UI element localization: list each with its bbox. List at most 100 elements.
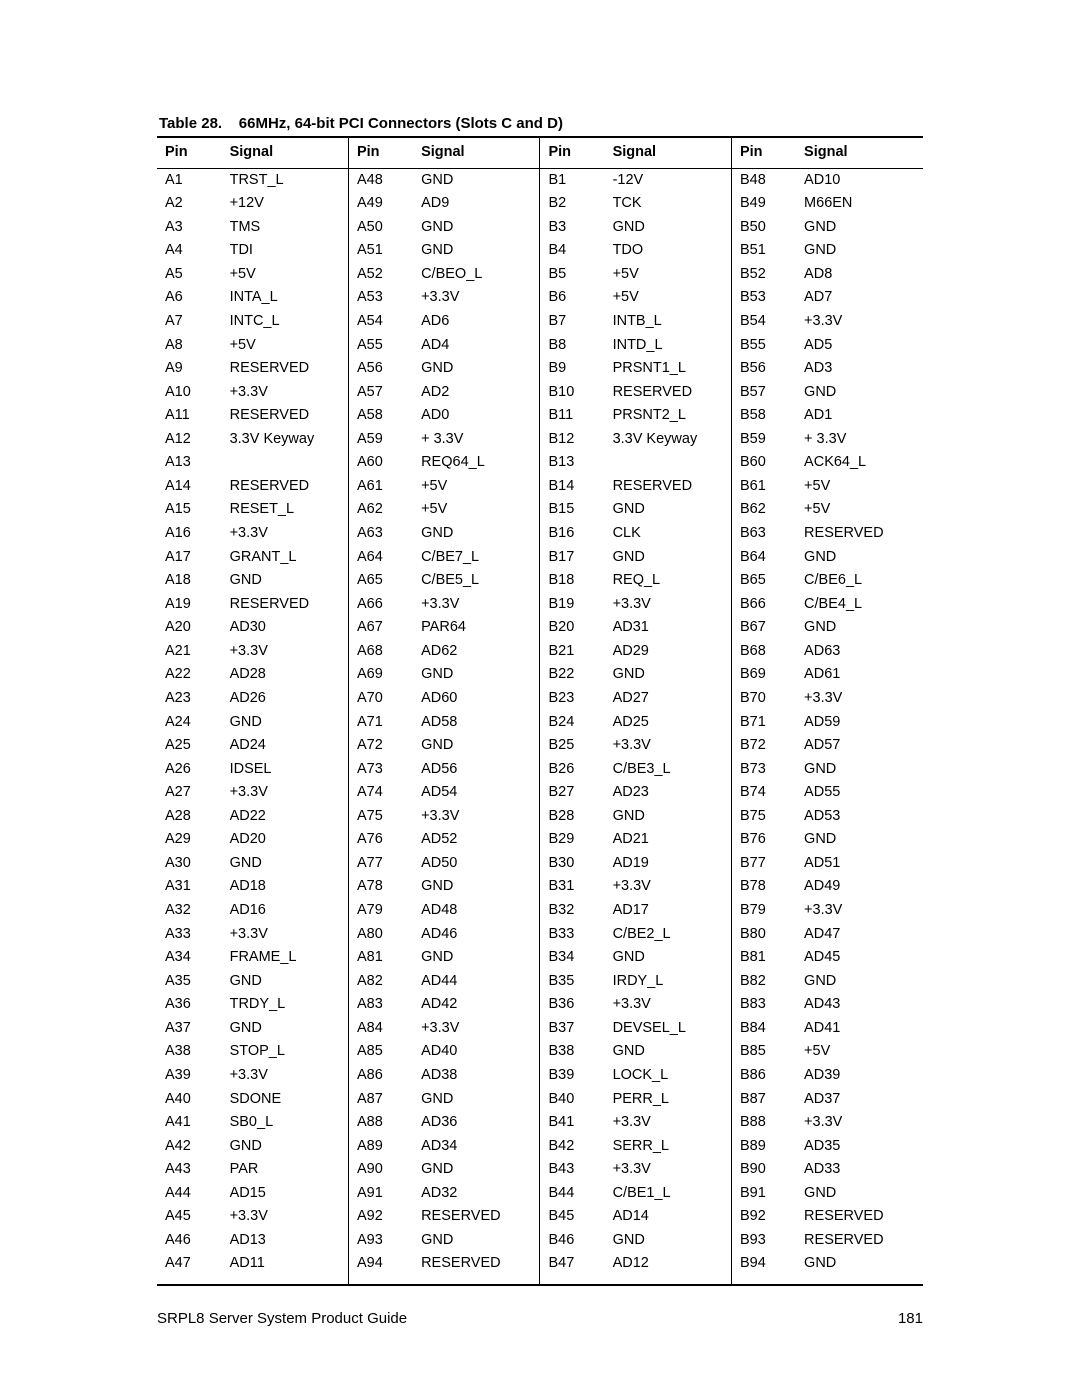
signal-cell: 3.3V Keyway	[605, 428, 732, 452]
signal-cell: DEVSEL_L	[605, 1017, 732, 1041]
caption-title: 66MHz, 64-bit PCI Connectors (Slots C an…	[239, 115, 563, 132]
pin-cell: B25	[540, 734, 605, 758]
signal-cell: AD61	[796, 663, 923, 687]
signal-cell: TRDY_L	[222, 993, 349, 1017]
signal-cell: -12V	[605, 168, 732, 192]
pin-cell: B19	[540, 593, 605, 617]
table-row: A13A60REQ64_LB13B60ACK64_L	[157, 451, 923, 475]
pin-cell: A12	[157, 428, 222, 452]
signal-cell: AD33	[796, 1158, 923, 1182]
signal-cell: M66EN	[796, 192, 923, 216]
pin-cell: A87	[348, 1088, 413, 1112]
signal-cell: +5V	[796, 498, 923, 522]
signal-cell: GRANT_L	[222, 546, 349, 570]
table-row: A36TRDY_LA83AD42B36+3.3VB83AD43	[157, 993, 923, 1017]
pin-cell: B5	[540, 263, 605, 287]
pin-cell: A59	[348, 428, 413, 452]
pin-cell: A48	[348, 168, 413, 192]
pin-cell: B37	[540, 1017, 605, 1041]
signal-cell: AD9	[413, 192, 540, 216]
signal-cell: AD54	[413, 781, 540, 805]
pin-cell: A62	[348, 498, 413, 522]
pin-cell: A79	[348, 899, 413, 923]
pin-cell: B54	[731, 310, 796, 334]
pin-cell: B64	[731, 546, 796, 570]
pin-cell: A84	[348, 1017, 413, 1041]
signal-cell: AD24	[222, 734, 349, 758]
signal-cell: GND	[796, 616, 923, 640]
table-row: A15RESET_LA62+5VB15GNDB62+5V	[157, 498, 923, 522]
pin-cell: A53	[348, 286, 413, 310]
pin-cell: B78	[731, 875, 796, 899]
pin-cell: B50	[731, 216, 796, 240]
pin-cell: A25	[157, 734, 222, 758]
table-row: A17GRANT_LA64C/BE7_LB17GNDB64GND	[157, 546, 923, 570]
signal-cell: +5V	[413, 498, 540, 522]
signal-cell: +3.3V	[796, 310, 923, 334]
pin-cell: B63	[731, 522, 796, 546]
signal-cell: AD3	[796, 357, 923, 381]
pin-cell: A71	[348, 711, 413, 735]
col-header: Signal	[605, 137, 732, 168]
pin-cell: B23	[540, 687, 605, 711]
pin-cell: A76	[348, 828, 413, 852]
signal-cell: GND	[222, 970, 349, 994]
signal-cell: AD46	[413, 923, 540, 947]
pin-cell: A2	[157, 192, 222, 216]
pin-cell: A61	[348, 475, 413, 499]
pin-cell: A92	[348, 1205, 413, 1229]
pin-cell: A56	[348, 357, 413, 381]
pin-cell: A89	[348, 1135, 413, 1159]
signal-cell: AD62	[413, 640, 540, 664]
pin-cell: B65	[731, 569, 796, 593]
table-row: A26IDSELA73AD56B26C/BE3_LB73GND	[157, 758, 923, 782]
table-row: A123.3V KeywayA59+ 3.3VB123.3V KeywayB59…	[157, 428, 923, 452]
pin-cell: B36	[540, 993, 605, 1017]
pin-cell: B44	[540, 1182, 605, 1206]
signal-cell: AD26	[222, 687, 349, 711]
signal-cell: C/BEO_L	[413, 263, 540, 287]
pin-cell: B35	[540, 970, 605, 994]
pin-cell: A75	[348, 805, 413, 829]
pin-cell: A60	[348, 451, 413, 475]
signal-cell: CLK	[605, 522, 732, 546]
pin-cell: B62	[731, 498, 796, 522]
signal-cell: AD45	[796, 946, 923, 970]
signal-cell: C/BE3_L	[605, 758, 732, 782]
signal-cell: AD56	[413, 758, 540, 782]
pin-cell: A43	[157, 1158, 222, 1182]
signal-cell: AD44	[413, 970, 540, 994]
table-row: A6INTA_LA53+3.3VB6+5VB53AD7	[157, 286, 923, 310]
table-row: A47AD11A94RESERVEDB47AD12B94GND	[157, 1252, 923, 1285]
table-row: A38STOP_LA85AD40B38GNDB85+5V	[157, 1040, 923, 1064]
table-row: A8+5VA55AD4B8INTD_LB55AD5	[157, 334, 923, 358]
pin-cell: B10	[540, 381, 605, 405]
table-row: A28AD22A75+3.3VB28GNDB75AD53	[157, 805, 923, 829]
table-row: A44AD15A91AD32B44C/BE1_LB91GND	[157, 1182, 923, 1206]
signal-cell: +3.3V	[605, 1158, 732, 1182]
pin-cell: B29	[540, 828, 605, 852]
col-header: Signal	[222, 137, 349, 168]
pin-cell: A90	[348, 1158, 413, 1182]
pin-cell: A31	[157, 875, 222, 899]
signal-cell: AD58	[413, 711, 540, 735]
pin-cell: A37	[157, 1017, 222, 1041]
table-row: A23AD26A70AD60B23AD27B70+3.3V	[157, 687, 923, 711]
signal-cell: +3.3V	[222, 1205, 349, 1229]
pin-cell: B38	[540, 1040, 605, 1064]
pin-cell: B75	[731, 805, 796, 829]
pin-cell: B45	[540, 1205, 605, 1229]
signal-cell: AD18	[222, 875, 349, 899]
signal-cell: AD4	[413, 334, 540, 358]
col-header: Signal	[796, 137, 923, 168]
pin-cell: A47	[157, 1252, 222, 1285]
pin-cell: B86	[731, 1064, 796, 1088]
signal-cell: GND	[413, 168, 540, 192]
signal-cell: RESERVED	[413, 1252, 540, 1285]
signal-cell: AD7	[796, 286, 923, 310]
pin-cell: A21	[157, 640, 222, 664]
pin-cell: A82	[348, 970, 413, 994]
pin-cell: B15	[540, 498, 605, 522]
table-row: A24GNDA71AD58B24AD25B71AD59	[157, 711, 923, 735]
signal-cell: +12V	[222, 192, 349, 216]
